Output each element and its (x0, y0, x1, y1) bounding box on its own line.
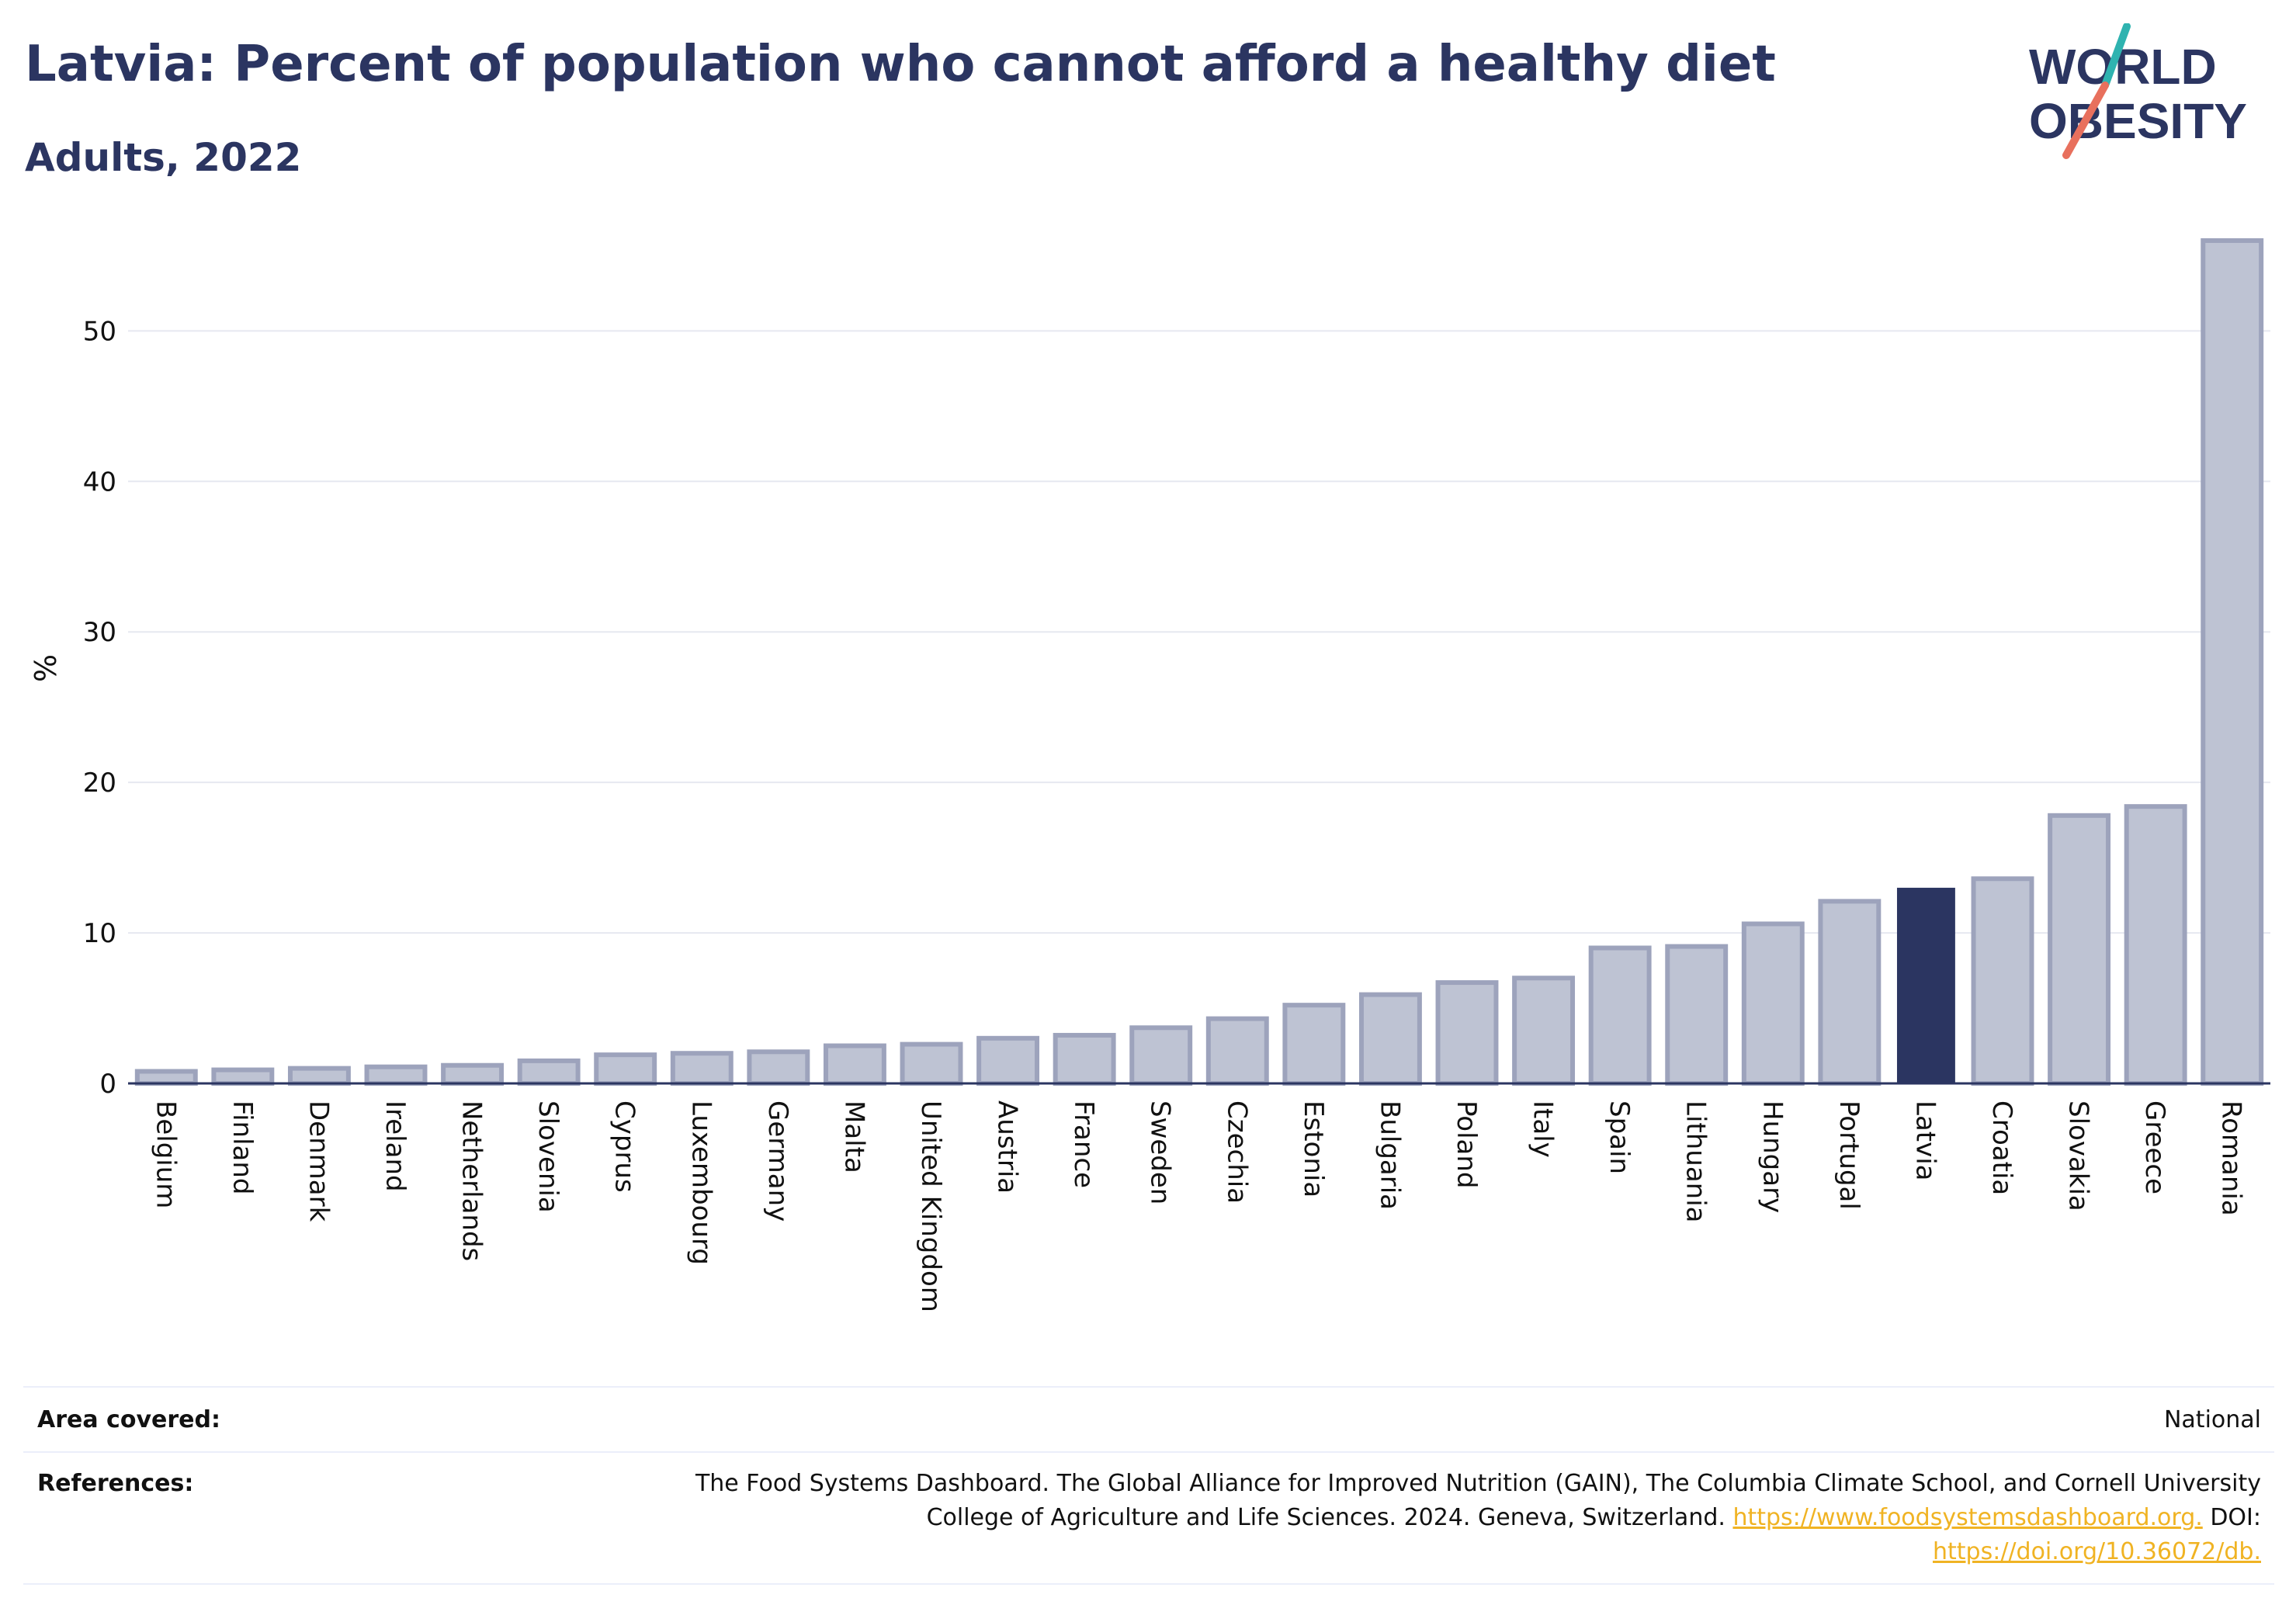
references-link-doi[interactable]: https://doi.org/10.36072/db. (1933, 1538, 2261, 1565)
x-tick-label: Portugal (1833, 1100, 1864, 1210)
bar (1512, 976, 1576, 1086)
y-tick-label: 10 (83, 918, 116, 949)
y-axis-label: % (29, 654, 63, 682)
y-tick-label: 40 (83, 466, 116, 497)
x-tick-label: Estonia (1298, 1100, 1329, 1197)
x-tick-label: Luxembourg (685, 1100, 716, 1265)
x-tick-label: Ireland (380, 1100, 411, 1192)
page-subtitle: Adults, 2022 (25, 135, 302, 180)
bar-chart: 0 10 20 30 40 50% Belgium Finland Denmark Ireland… (29, 238, 2270, 1312)
bar (287, 1066, 351, 1087)
x-tick-label: Latvia (1909, 1100, 1941, 1181)
bar (2048, 813, 2111, 1086)
x-tick-label: Hungary (1757, 1100, 1788, 1213)
references-text: The Food Systems Dashboard. The Global A… (695, 1470, 2261, 1531)
x-tick-label: Slovakia (2063, 1100, 2094, 1211)
references-text-block: The Food Systems Dashboard. The Global A… (631, 1467, 2261, 1569)
bar (1205, 1016, 1269, 1086)
x-tick-label: Spain (1604, 1100, 1635, 1174)
bar (1588, 945, 1652, 1086)
x-tick-label: Lithuania (1680, 1100, 1712, 1222)
bar (1818, 899, 1882, 1086)
bar (1665, 944, 1729, 1087)
logo-line2: OBESITY (2029, 93, 2247, 149)
bar (364, 1064, 428, 1086)
x-tick-label: Austria (992, 1100, 1023, 1194)
bar (134, 1069, 198, 1087)
x-tick-label: Finland (227, 1100, 258, 1195)
bar (2124, 804, 2187, 1086)
x-tick-label: Croatia (1986, 1100, 2017, 1195)
bar (1741, 921, 1805, 1086)
x-tick-label: Germany (762, 1100, 793, 1222)
bar (747, 1049, 810, 1087)
y-tick-label: 0 (99, 1069, 116, 1100)
bar (976, 1035, 1040, 1086)
x-tick-label: Bulgaria (1374, 1100, 1405, 1210)
area-covered-value: National (2163, 1406, 2261, 1433)
logo-slash-coral (2062, 81, 2109, 159)
x-tick-label: Slovenia (532, 1100, 564, 1213)
x-tick-label: France (1068, 1100, 1099, 1188)
bar (1053, 1032, 1116, 1087)
x-tick-label: Malta (838, 1100, 869, 1173)
bar (594, 1052, 657, 1086)
x-tick-label: Cyprus (609, 1100, 640, 1193)
bar (441, 1062, 505, 1086)
x-tick-label: Denmark (303, 1100, 334, 1222)
x-tick-label: Greece (2139, 1100, 2170, 1194)
references-link-dashboard[interactable]: https://www.foodsystemsdashboard.org. (1732, 1504, 2203, 1531)
bar (900, 1041, 963, 1087)
footer-divider-top (23, 1386, 2274, 1388)
x-tick-label: Poland (1451, 1100, 1482, 1189)
bar (211, 1067, 275, 1086)
references-doi-label: DOI: (2210, 1504, 2261, 1531)
references-label: References: (37, 1470, 194, 1497)
x-tick-label: Belgium (150, 1100, 181, 1208)
x-tick-label: Romania (2216, 1100, 2247, 1216)
bar (2201, 238, 2264, 1086)
x-tick-label: Sweden (1145, 1100, 1176, 1204)
bar-highlight (1896, 887, 1955, 1083)
page-title: Latvia: Percent of population who cannot… (25, 36, 1776, 93)
y-tick-label: 20 (83, 768, 116, 799)
footer-divider-bottom (23, 1583, 2274, 1585)
bar (1358, 992, 1422, 1087)
bar (823, 1043, 886, 1086)
logo-slash-teal (2101, 23, 2131, 89)
x-tick-label: Czechia (1221, 1100, 1252, 1204)
bar (1282, 1003, 1346, 1086)
bar (517, 1058, 581, 1087)
area-covered-label: Area covered: (37, 1406, 220, 1433)
bar (1971, 876, 2034, 1087)
bar (1435, 980, 1499, 1087)
x-tick-label: United Kingdom (915, 1100, 946, 1312)
x-tick-label: Netherlands (456, 1100, 487, 1261)
footer-divider-middle (23, 1451, 2274, 1453)
bar (670, 1051, 734, 1086)
y-tick-label: 30 (83, 617, 116, 648)
world-obesity-logo: WORLD OBESITY (2029, 23, 2247, 159)
y-tick-label: 50 (83, 316, 116, 347)
x-tick-label: Italy (1528, 1100, 1559, 1158)
bar (1129, 1025, 1193, 1087)
